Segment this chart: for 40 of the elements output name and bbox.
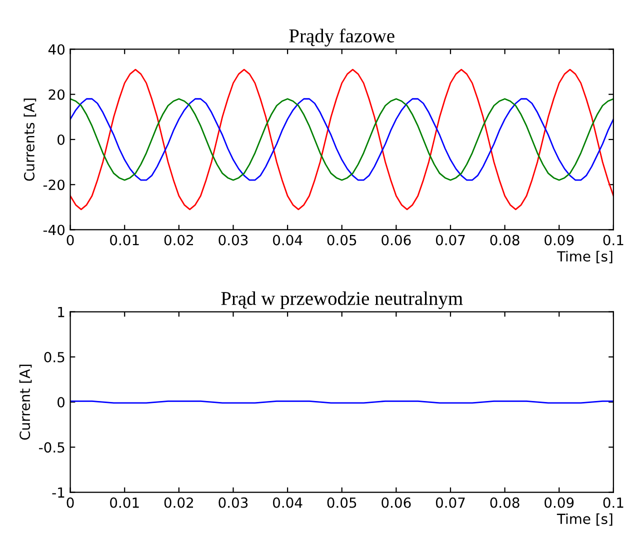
x-tick-label: 0 [66, 234, 74, 246]
x-axis-title: Time [s] [556, 513, 612, 526]
x-axis-title: Time [s] [556, 250, 612, 264]
line-series [70, 68, 614, 210]
x-tick-label: 0.03 [218, 497, 248, 508]
x-tick-label: 0.09 [544, 234, 574, 246]
y-tick-label: -40 [43, 224, 65, 236]
y-tick-label: 0 [58, 397, 65, 408]
x-tick-label: 0.06 [382, 497, 411, 508]
y-tick-label: 20 [48, 89, 65, 100]
x-tick-label: 0.05 [327, 497, 356, 508]
x-tick-label: 0.1 [603, 234, 624, 246]
y-axis-title: Currents [A] [24, 98, 36, 181]
x-tick-label: 0.01 [110, 234, 139, 246]
chart-title: Prąd w przewodzie neutralnym [221, 291, 463, 310]
x-tick-label: 0 [66, 497, 74, 508]
x-tick-label: 0.07 [436, 234, 465, 246]
y-tick-label: 0.5 [44, 352, 64, 362]
y-tick-label: 1 [58, 306, 64, 318]
x-tick-label: 0.02 [164, 234, 193, 246]
x-tick-label: 0.1 [603, 497, 624, 508]
y-tick-label: 0 [58, 134, 65, 145]
x-tick-label: 0.08 [490, 497, 520, 508]
y-tick-label: 40 [48, 44, 65, 55]
y-axis-title: Current [A] [19, 364, 32, 440]
y-tick-label: -20 [43, 180, 65, 190]
x-tick-label: 0.03 [218, 234, 248, 246]
x-tick-label: 0.02 [164, 497, 193, 508]
x-tick-label: 0.01 [110, 497, 139, 508]
x-tick-label: 0.04 [273, 234, 302, 246]
x-tick-label: 0.08 [490, 234, 520, 246]
x-tick-label: 0.07 [436, 497, 465, 508]
x-tick-label: 0.05 [327, 234, 356, 246]
x-tick-label: 0.09 [544, 497, 574, 508]
x-tick-label: 0.06 [382, 234, 411, 246]
x-tick-label: 0.04 [273, 497, 302, 508]
chart-title: Prądy fazowe [289, 28, 394, 46]
line-series [70, 98, 614, 181]
y-tick-label: -0.5 [39, 442, 64, 453]
y-tick-label: -1 [52, 487, 64, 498]
